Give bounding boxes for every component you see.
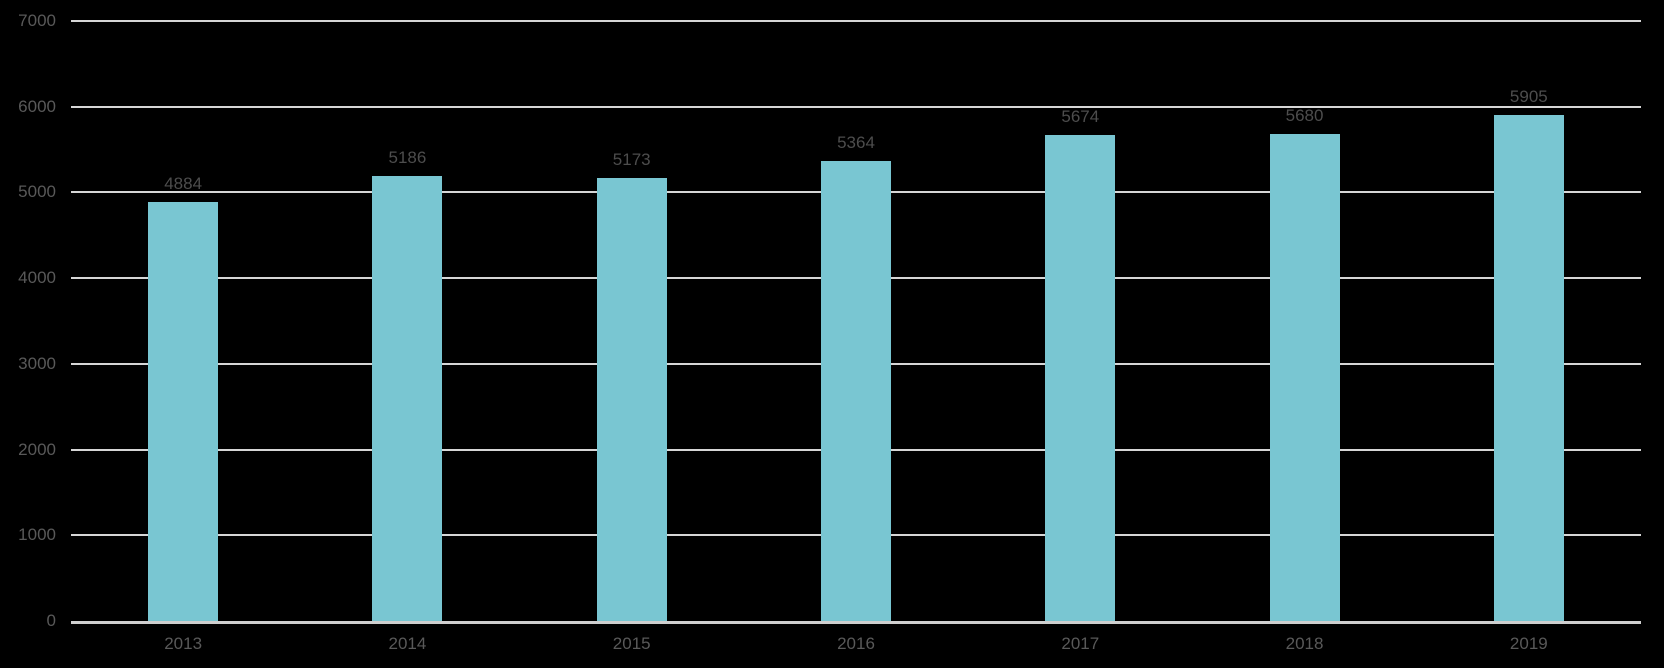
bar-value-label: 5674: [1061, 106, 1100, 126]
bar: [372, 176, 443, 621]
bar-value-label: 5680: [1285, 106, 1324, 126]
x-tick-label: 2013: [164, 634, 203, 653]
y-tick-label: 1000: [18, 525, 56, 545]
bar: [1045, 134, 1116, 621]
y-tick-label: 2000: [18, 439, 56, 459]
bar: [821, 161, 891, 621]
y-tick-label: 5000: [18, 182, 56, 202]
bar-value-label: 5173: [612, 149, 651, 169]
bar: [1493, 114, 1564, 621]
x-tick-label: 2019: [1509, 634, 1548, 653]
y-tick-label: 0: [46, 611, 56, 630]
x-tick-label: 2014: [388, 634, 427, 653]
bar: [1269, 134, 1340, 621]
y-tick-label: 6000: [18, 96, 56, 116]
x-tick-label: 2016: [837, 634, 875, 653]
x-tick-label: 2015: [612, 634, 651, 653]
bar-value-label: 5186: [388, 148, 427, 168]
bar-value-label: 5905: [1509, 86, 1548, 106]
gridline: [71, 20, 1641, 22]
y-tick-label: 4000: [18, 268, 56, 288]
y-tick-label: 3000: [18, 353, 56, 373]
y-tick-label: 7000: [18, 11, 56, 30]
bar: [148, 202, 219, 621]
bar: [596, 177, 667, 621]
bar-value-label: 4884: [164, 174, 203, 194]
x-tick-label: 2017: [1061, 634, 1100, 653]
x-tick-label: 2018: [1285, 634, 1324, 653]
bar-value-label: 5364: [837, 133, 875, 153]
x-axis-line: [71, 621, 1641, 624]
gridline: [71, 105, 1641, 108]
